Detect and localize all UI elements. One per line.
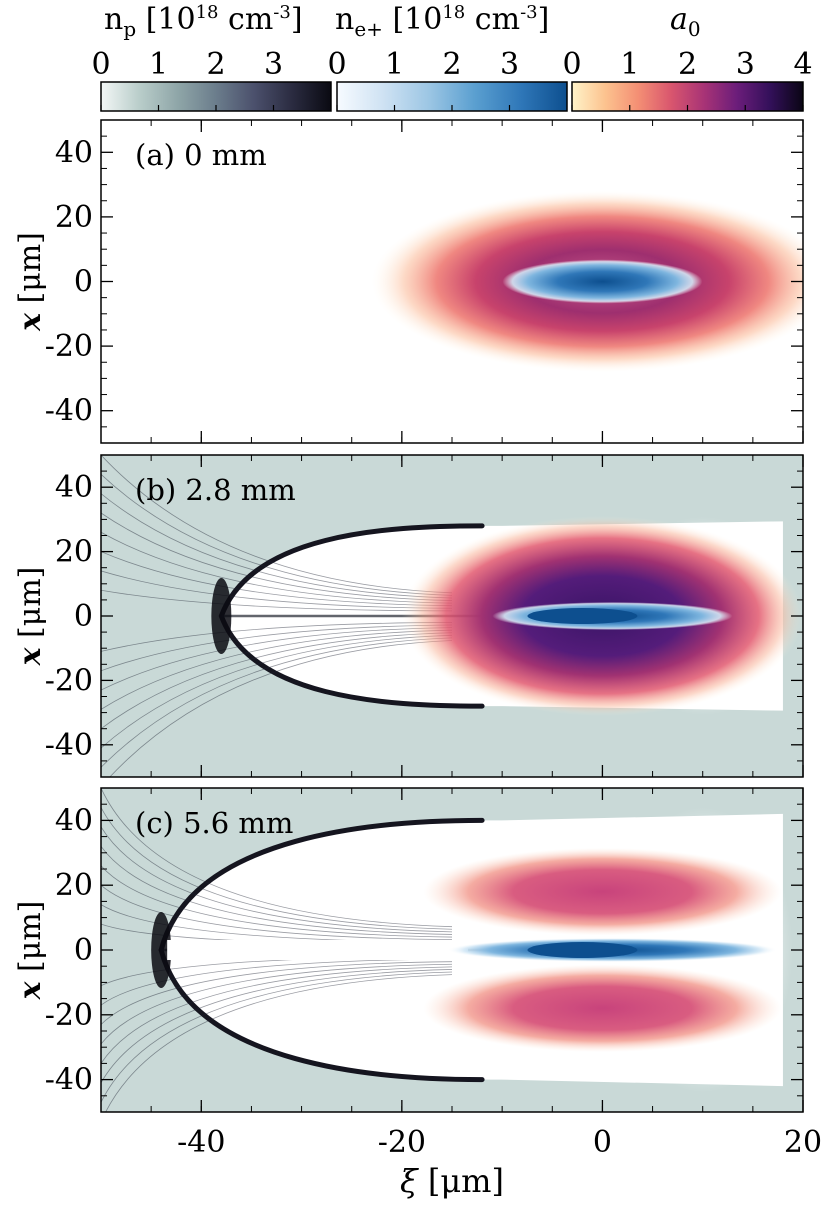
- x-tick-label: 0: [593, 1125, 612, 1160]
- electron-sheath: [218, 523, 485, 619]
- colorbar-0-tick-label: 2: [206, 47, 225, 82]
- colorbar-2-tick-label: 2: [678, 47, 697, 82]
- y-tick-label: -20: [45, 663, 93, 698]
- panel-a: (a) 0 mm -40 -20 0 20 40 x [μm]: [13, 119, 804, 444]
- panel-label: (c) 5.6 mm: [135, 806, 293, 840]
- electron-trajectory: [101, 865, 453, 938]
- colorbar-1-tick-label: 3: [500, 47, 519, 82]
- colorbar-2-tick-label: 4: [793, 47, 812, 82]
- bubble-back-node: [151, 912, 172, 988]
- electron-sheath: [158, 947, 485, 1083]
- electron-trajectory: [101, 958, 453, 1006]
- electron-trajectory: [101, 629, 453, 710]
- electron-trajectory: [101, 624, 453, 672]
- electron-trajectory: [101, 493, 453, 599]
- electron-trajectory: [101, 788, 453, 928]
- y-tick-label: 20: [55, 868, 93, 903]
- y-tick-label: 0: [74, 265, 93, 300]
- y-tick-label: -40: [45, 728, 93, 763]
- y-tick-label: -40: [45, 394, 93, 429]
- colorbar-0-tick-label: 0: [91, 47, 110, 82]
- y-tick-label: 0: [74, 599, 93, 634]
- colorbar-title-ne: ne+ [1018 cm-3]: [335, 2, 550, 41]
- positron-core: [527, 942, 638, 958]
- y-tick-label: -40: [45, 1063, 93, 1098]
- panels: (a) 0 mm -40 -20 0 20 40 x [μm] (b) 2.8 mm -40 -2…: [13, 119, 804, 1113]
- x-tick-label: -20: [378, 1125, 426, 1160]
- electron-trajectory: [101, 512, 453, 601]
- electron-trajectory: [101, 634, 453, 749]
- electron-sheath: [218, 613, 485, 709]
- colorbars: 0 1 2 3 0 1 2 3 0 1 2 3 4: [91, 47, 813, 112]
- y-tick-label: 20: [55, 535, 93, 570]
- panel-label: (b) 2.8 mm: [135, 473, 296, 507]
- bubble-back-node: [211, 578, 232, 654]
- electron-trajectory: [101, 627, 453, 691]
- axes: -40 -20 0 20 ξ [μm]: [177, 1125, 822, 1200]
- laser-field-lobe: [423, 847, 782, 936]
- x-axis-label: ξ [μm]: [400, 1162, 504, 1200]
- panel-label: (a) 0 mm: [135, 138, 267, 172]
- electron-trajectory: [105, 974, 453, 1112]
- colorbar-2-tick-label: 0: [562, 47, 581, 82]
- electron-trajectory: [101, 846, 453, 935]
- y-axis-label: x [μm]: [13, 901, 48, 1001]
- colorbar-title-np: np [1018 cm-3]: [104, 2, 303, 41]
- electron-trajectory: [101, 455, 453, 594]
- electron-trajectory: [101, 570, 453, 609]
- x-tick-label: -40: [177, 1125, 225, 1160]
- electron-trajectory: [101, 632, 453, 730]
- electron-trajectory: [101, 551, 453, 607]
- panel-c: (c) 5.6 mm -40 -20 0 20 40 x [μm]: [13, 787, 804, 1113]
- colorbar-1-tick-label: 0: [327, 47, 346, 82]
- positron-core: [527, 608, 638, 624]
- electron-trajectory: [101, 807, 453, 930]
- colorbar-1-tick-label: 1: [385, 47, 404, 82]
- electron-trajectory: [101, 971, 453, 1103]
- axial-channel: [167, 940, 469, 960]
- electron-trajectory: [101, 622, 453, 652]
- colorbar-0-tick-label: 3: [264, 47, 283, 82]
- panel-b: (b) 2.8 mm -40 -20 0 20 40 x [μm]: [13, 454, 804, 778]
- y-tick-label: 40: [55, 470, 93, 505]
- electron-trajectory: [101, 963, 453, 1045]
- y-axis-label: x [μm]: [13, 567, 48, 667]
- electron-trajectory: [101, 531, 453, 604]
- electron-sheath: [158, 817, 485, 953]
- x-tick-label: 20: [784, 1125, 822, 1160]
- electron-trajectory: [101, 961, 453, 1025]
- electron-trajectory: [101, 969, 453, 1084]
- y-tick-label: 20: [55, 200, 93, 235]
- electron-trajectory: [101, 637, 453, 768]
- y-tick-label: 0: [74, 933, 93, 968]
- electron-trajectory: [101, 589, 453, 612]
- y-axis-label: x [μm]: [13, 232, 48, 332]
- y-tick-label: 40: [55, 803, 93, 838]
- electron-trajectory: [101, 966, 453, 1064]
- colorbar-0-tick-label: 1: [149, 47, 168, 82]
- y-tick-label: 40: [55, 135, 93, 170]
- laser-field-lobe: [423, 964, 782, 1053]
- colorbar-2-tick-label: 1: [620, 47, 639, 82]
- y-tick-label: -20: [45, 998, 93, 1033]
- colorbar-title-a0: a0: [670, 2, 701, 41]
- electron-trajectory: [101, 826, 453, 933]
- positron-bunch: [502, 259, 703, 304]
- colorbar-1-tick-label: 2: [442, 47, 461, 82]
- electron-trajectory: [109, 640, 453, 777]
- electron-trajectory: [101, 884, 453, 941]
- electron-trajectory: [101, 474, 453, 596]
- colorbar-2-tick-label: 3: [736, 47, 755, 82]
- y-tick-label: -20: [45, 329, 93, 364]
